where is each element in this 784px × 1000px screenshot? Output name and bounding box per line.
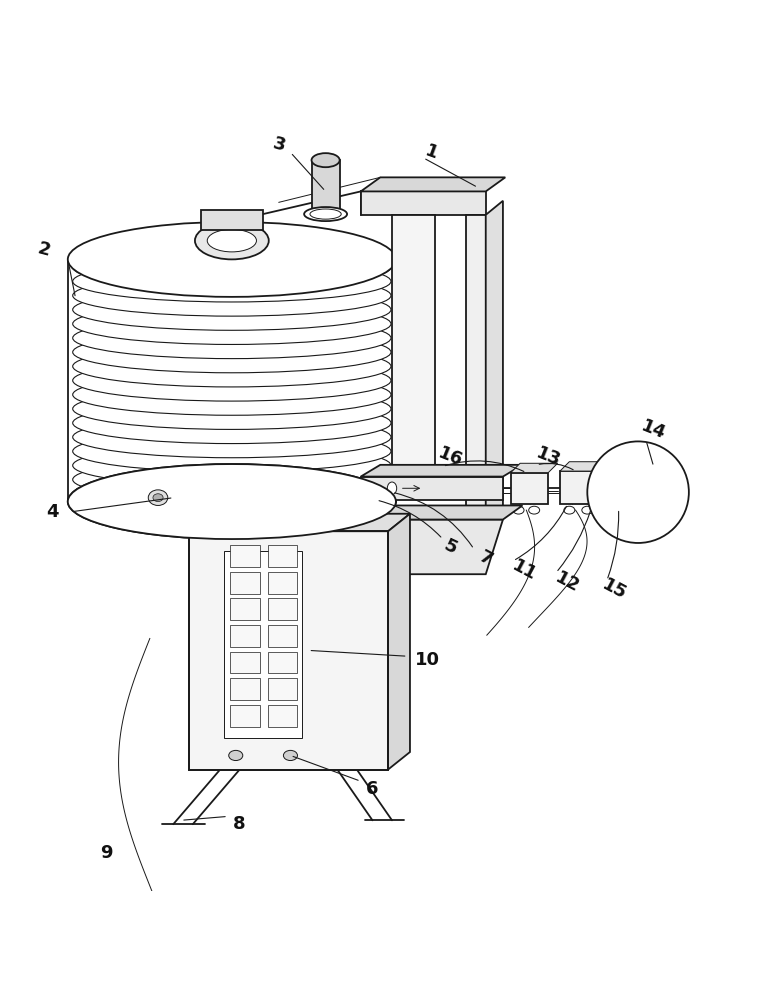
Ellipse shape — [73, 275, 391, 316]
Ellipse shape — [73, 431, 391, 472]
Ellipse shape — [73, 289, 391, 330]
Text: 13: 13 — [533, 444, 563, 470]
Text: 10: 10 — [415, 651, 440, 669]
Ellipse shape — [73, 388, 391, 429]
Ellipse shape — [195, 222, 269, 259]
Ellipse shape — [283, 750, 297, 761]
Ellipse shape — [67, 222, 396, 297]
Text: 14: 14 — [639, 417, 669, 443]
Bar — [268, 572, 297, 594]
Bar — [560, 471, 603, 504]
Polygon shape — [189, 531, 388, 770]
Ellipse shape — [73, 303, 391, 344]
Ellipse shape — [73, 360, 391, 401]
Text: 12: 12 — [553, 568, 583, 596]
Bar — [201, 210, 263, 230]
Ellipse shape — [310, 209, 341, 219]
Ellipse shape — [73, 402, 391, 444]
Ellipse shape — [67, 464, 396, 539]
Bar — [230, 705, 260, 727]
Polygon shape — [486, 201, 503, 520]
Ellipse shape — [73, 374, 391, 415]
Ellipse shape — [587, 441, 689, 543]
Ellipse shape — [368, 483, 376, 493]
Ellipse shape — [153, 494, 163, 502]
Ellipse shape — [73, 247, 391, 288]
Ellipse shape — [582, 506, 593, 514]
Bar — [230, 598, 260, 620]
Polygon shape — [361, 465, 522, 477]
Polygon shape — [361, 505, 522, 520]
Text: 16: 16 — [436, 444, 466, 470]
Bar — [224, 551, 302, 738]
Polygon shape — [361, 177, 505, 191]
Ellipse shape — [229, 750, 243, 761]
Bar — [268, 678, 297, 700]
Text: 1: 1 — [422, 142, 440, 163]
Bar — [230, 545, 260, 567]
Ellipse shape — [73, 346, 391, 387]
Polygon shape — [392, 215, 435, 473]
Text: 11: 11 — [510, 556, 540, 584]
Bar — [268, 545, 297, 567]
Bar — [230, 652, 260, 673]
Ellipse shape — [207, 229, 256, 252]
Ellipse shape — [528, 506, 539, 514]
Polygon shape — [560, 462, 612, 471]
Ellipse shape — [73, 317, 391, 359]
Polygon shape — [466, 215, 486, 520]
Text: 5: 5 — [441, 536, 460, 558]
Text: 7: 7 — [476, 548, 495, 569]
Ellipse shape — [73, 261, 391, 302]
Polygon shape — [388, 514, 410, 770]
Bar — [189, 531, 388, 770]
Ellipse shape — [67, 464, 396, 539]
Text: 3: 3 — [270, 134, 287, 155]
Bar — [510, 473, 548, 504]
Polygon shape — [361, 477, 503, 500]
Bar — [230, 572, 260, 594]
Text: 9: 9 — [100, 844, 113, 862]
Ellipse shape — [73, 459, 391, 500]
Ellipse shape — [148, 490, 168, 505]
Ellipse shape — [564, 506, 575, 514]
Polygon shape — [361, 191, 486, 215]
Polygon shape — [510, 463, 557, 473]
Ellipse shape — [513, 506, 524, 514]
Ellipse shape — [387, 482, 397, 495]
Bar — [268, 705, 297, 727]
Bar — [230, 625, 260, 647]
Text: 15: 15 — [600, 576, 630, 604]
Bar — [268, 652, 297, 673]
Text: 2: 2 — [36, 240, 53, 260]
Bar — [268, 598, 297, 620]
Ellipse shape — [73, 473, 391, 514]
Ellipse shape — [73, 445, 391, 486]
Ellipse shape — [311, 153, 339, 167]
Polygon shape — [329, 520, 503, 574]
Bar — [159, 929, 177, 942]
Polygon shape — [189, 514, 410, 531]
Ellipse shape — [73, 332, 391, 373]
Ellipse shape — [304, 207, 347, 221]
Text: 8: 8 — [234, 815, 246, 833]
Bar — [230, 678, 260, 700]
Bar — [268, 625, 297, 647]
Ellipse shape — [73, 416, 391, 458]
Text: 4: 4 — [46, 503, 59, 521]
Text: 6: 6 — [366, 780, 379, 798]
Bar — [311, 160, 339, 214]
